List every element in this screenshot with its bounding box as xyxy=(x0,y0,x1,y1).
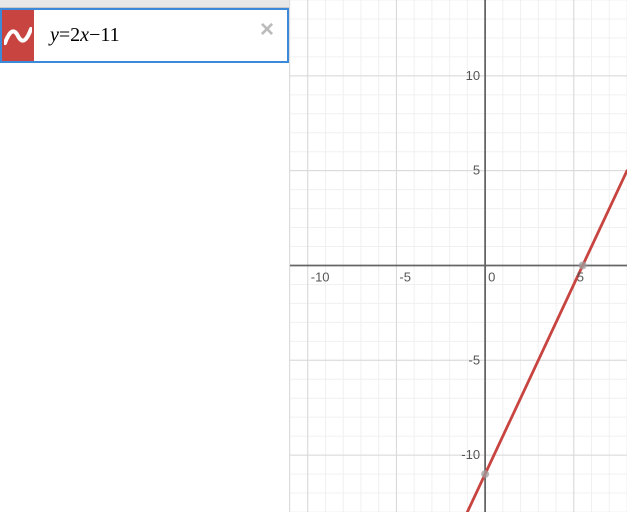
y-tick-label: -5 xyxy=(469,352,481,367)
graph-svg: -10 -5 0 5 -10 -5 5 10 xyxy=(290,0,627,512)
x-tick-label: -10 xyxy=(311,269,330,284)
y-tick-label: 10 xyxy=(466,68,480,83)
expr-coef: 2 xyxy=(70,24,80,47)
sidebar-top-bar xyxy=(0,0,289,8)
expr-const: 11 xyxy=(100,24,119,47)
expr-minus: − xyxy=(89,24,100,47)
expr-eq: = xyxy=(59,24,70,47)
graph-canvas[interactable]: -10 -5 0 5 -10 -5 5 10 xyxy=(290,0,627,512)
y-tick-label: -10 xyxy=(461,447,480,462)
app-container: y = 2 x − 11 × -10 -5 0 5 -10 -5 5 10 xyxy=(0,0,627,512)
x-tick-label: -5 xyxy=(399,269,411,284)
x-tick-label: 5 xyxy=(577,269,584,284)
x-tick-label: 0 xyxy=(488,269,495,284)
expression-input[interactable]: y = 2 x − 11 xyxy=(34,10,287,61)
expr-y: y xyxy=(50,24,59,47)
expression-sidebar: y = 2 x − 11 × xyxy=(0,0,290,512)
wave-icon xyxy=(4,22,32,50)
y-tick-label: 5 xyxy=(473,163,480,178)
expression-close-button[interactable]: × xyxy=(255,18,279,42)
expression-row-1[interactable]: y = 2 x − 11 × xyxy=(0,8,289,63)
expr-x: x xyxy=(80,24,89,47)
expression-color-icon[interactable] xyxy=(2,10,34,61)
close-icon: × xyxy=(260,16,274,44)
